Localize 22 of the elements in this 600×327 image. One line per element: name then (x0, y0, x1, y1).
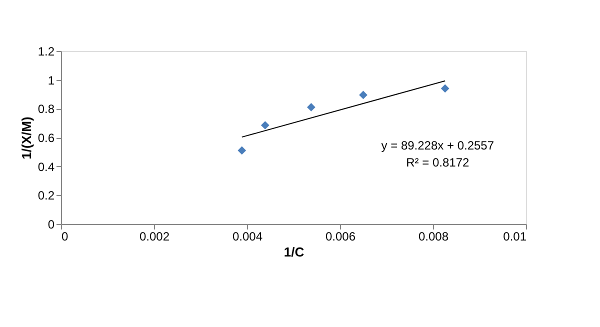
point (359, 90, 368, 100)
annotation: y = 89.228x + 0.2557 (381, 138, 494, 152)
point (306, 103, 316, 112)
x-axis-title: 1/C (284, 244, 305, 260)
x-tick-label: 0.004 (232, 230, 263, 244)
y-tick-label: 0.2 (38, 188, 55, 203)
y-axis-title: 1/(X/M) (18, 116, 34, 160)
x-tick-label: 0.002 (139, 230, 170, 244)
y-tick-label: 0.4 (38, 160, 55, 174)
point (440, 84, 450, 93)
y-tick-label: 1.2 (38, 44, 55, 58)
y-tick-label: 0.8 (38, 102, 55, 116)
point (238, 146, 246, 155)
x-tick-label: 0.008 (418, 230, 449, 244)
y-tick-label: 0 (48, 218, 55, 232)
x-tick-label: 0 (62, 230, 68, 244)
y-tick-label: 1 (48, 73, 55, 88)
x-tick-label: 0.01 (503, 230, 527, 244)
y-tick-label: 0.6 (38, 131, 55, 145)
annotation: R² = 0.8172 (406, 155, 470, 170)
point (260, 121, 270, 130)
x-tick-label: 0.006 (325, 230, 356, 244)
